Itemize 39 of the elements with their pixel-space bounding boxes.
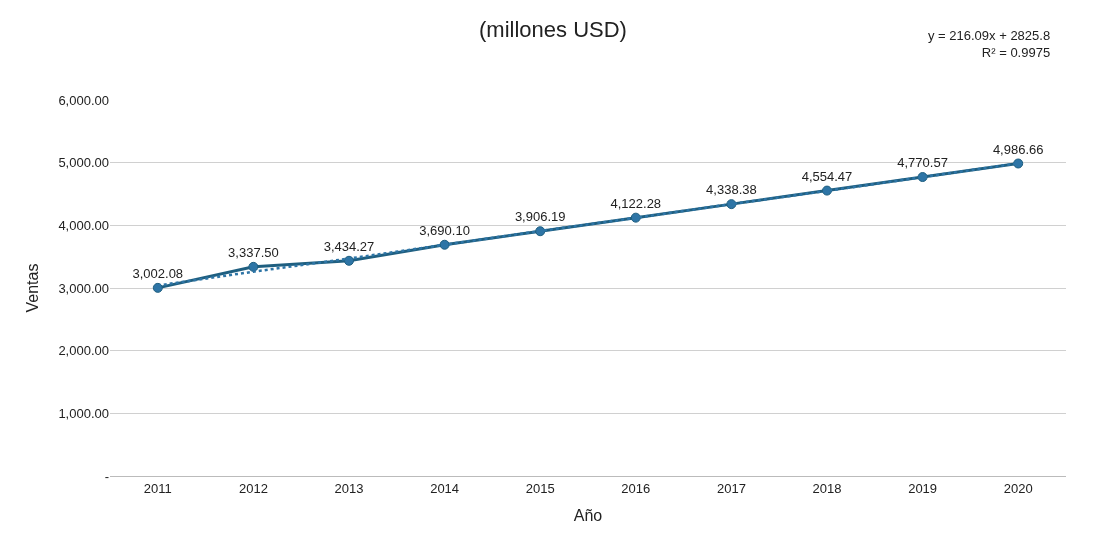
x-tick-label: 2016 (621, 480, 651, 496)
x-tick-label: 2020 (1003, 480, 1033, 496)
point (1013, 158, 1024, 169)
x-axis-title: Año (573, 507, 603, 525)
data-label: 3,337.50 (228, 244, 279, 260)
y-axis-title: Ventas (24, 263, 42, 313)
y-tick-label: 6,000.00 (58, 92, 109, 108)
point (535, 226, 546, 237)
y-tick-label: - (104, 468, 109, 484)
x-tick-label: 2015 (525, 480, 555, 496)
x-tick-label: 2011 (143, 480, 172, 496)
y-tick-label: 2,000.00 (58, 343, 109, 359)
data-label: 3,002.08 (132, 265, 184, 281)
x-tick-label: 2018 (812, 480, 842, 496)
text: R² = 0.9975 (981, 44, 1051, 60)
y-tick-label: 4,000.00 (58, 217, 109, 233)
data-label: 4,986.66 (992, 141, 1044, 157)
text: y = 216.09x + 2825.8 (928, 28, 1051, 43)
x-tick-label: 2014 (430, 480, 460, 496)
data-label: 3,690.10 (419, 222, 470, 238)
point (630, 212, 641, 223)
x-tick-label: 2012 (238, 480, 268, 496)
data-label: 4,554.47 (801, 168, 853, 184)
y-tick-label: 3,000.00 (58, 280, 109, 296)
x-tick-label: 2019 (908, 480, 938, 496)
x-tick-label: 2017 (716, 480, 746, 496)
y-tick-label: 1,000.00 (58, 405, 109, 421)
data-label: 3,434.27 (323, 238, 375, 254)
data-label: 4,122.28 (610, 195, 662, 211)
point (152, 282, 163, 293)
data-label: 3,906.19 (514, 209, 566, 225)
y-tick-label: 5,000.00 (58, 155, 109, 171)
point (248, 261, 259, 272)
data-label: 4,338.38 (706, 182, 757, 198)
x-tick-label: 2013 (334, 480, 364, 496)
chart-title: (millones USD) (479, 17, 627, 43)
data-label: 4,770.57 (897, 155, 948, 171)
point (344, 255, 354, 266)
point (439, 239, 450, 250)
